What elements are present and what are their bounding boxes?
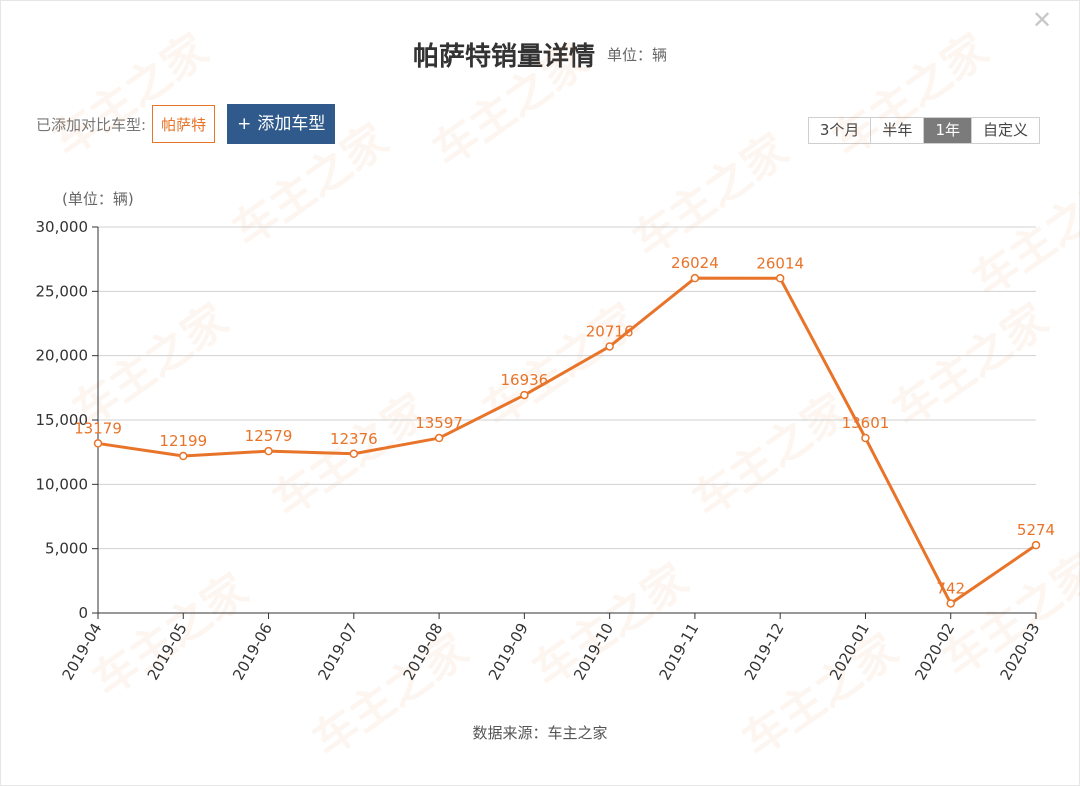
x-tick-label: 2019-11 (655, 620, 702, 683)
title-unit: 单位：辆 (607, 46, 668, 64)
header: 帕萨特销量详情 单位：辆 (0, 36, 1080, 73)
x-tick-label: 2019-06 (229, 620, 276, 683)
data-label: 26024 (671, 254, 719, 272)
compare-label: 已添加对比车型: (36, 115, 147, 134)
data-label: 13601 (842, 414, 890, 432)
tab-custom[interactable]: 自定义 (970, 118, 1039, 143)
data-label: 12579 (245, 427, 293, 445)
tab-1-year[interactable]: 1年 (923, 118, 971, 143)
compare-chip-model[interactable]: 帕萨特 (152, 105, 216, 143)
y-tick-label: 25,000 (36, 282, 89, 300)
data-label: 742 (936, 579, 965, 597)
plus-icon: + (237, 114, 252, 134)
x-tick-label: 2019-12 (741, 620, 788, 683)
y-tick-label: 20,000 (36, 347, 89, 365)
y-tick-label: 0 (78, 604, 88, 622)
data-point (520, 390, 529, 400)
x-tick-label: 2019-05 (144, 620, 191, 683)
add-model-button[interactable]: + 添加车型 (227, 104, 336, 144)
y-tick-label: 30,000 (36, 218, 89, 236)
data-point (349, 449, 359, 459)
data-point (605, 342, 614, 351)
data-point (861, 433, 870, 443)
data-label: 12376 (330, 430, 378, 448)
x-tick-label: 2019-07 (314, 620, 361, 683)
close-icon[interactable]: ✕ (1031, 6, 1053, 34)
x-tick-label: 2020-02 (911, 620, 958, 683)
x-tick-label: 2020-01 (826, 620, 873, 683)
tab-half-year[interactable]: 半年 (870, 118, 924, 143)
range-tabs: 3个月 半年 1年 自定义 (807, 117, 1040, 144)
data-label: 13179 (74, 419, 122, 437)
data-point (1031, 540, 1041, 550)
add-model-label: 添加车型 (257, 114, 326, 134)
y-tick-label: 5,000 (45, 540, 88, 558)
data-label: 13597 (415, 414, 463, 432)
data-point (690, 273, 700, 283)
data-label: 16936 (501, 371, 549, 389)
y-axis-unit: (单位：辆) (62, 190, 134, 208)
compare-row: 已添加对比车型: 帕萨特 + 添加车型 (36, 104, 336, 144)
x-tick-label: 2019-04 (59, 620, 106, 683)
data-point (179, 451, 188, 461)
x-tick-label: 2020-03 (997, 620, 1044, 683)
data-label: 20716 (586, 322, 634, 340)
x-tick-label: 2019-09 (485, 620, 532, 683)
data-source: 数据来源：车主之家 (472, 724, 608, 742)
data-label: 26014 (756, 254, 804, 272)
data-point (93, 439, 103, 448)
data-point (264, 446, 273, 456)
data-label: 5274 (1017, 521, 1055, 539)
y-tick-label: 10,000 (36, 475, 89, 493)
x-tick-label: 2019-08 (400, 620, 447, 683)
data-label: 12199 (159, 432, 207, 450)
tab-3-months[interactable]: 3个月 (808, 118, 871, 143)
data-point (946, 599, 955, 608)
data-point (775, 274, 785, 283)
series-line (97, 276, 1037, 605)
y-tick-label: 15,000 (36, 411, 89, 429)
data-point (434, 433, 444, 443)
page-title: 帕萨特销量详情 (412, 42, 595, 72)
x-tick-label: 2019-10 (570, 620, 617, 683)
